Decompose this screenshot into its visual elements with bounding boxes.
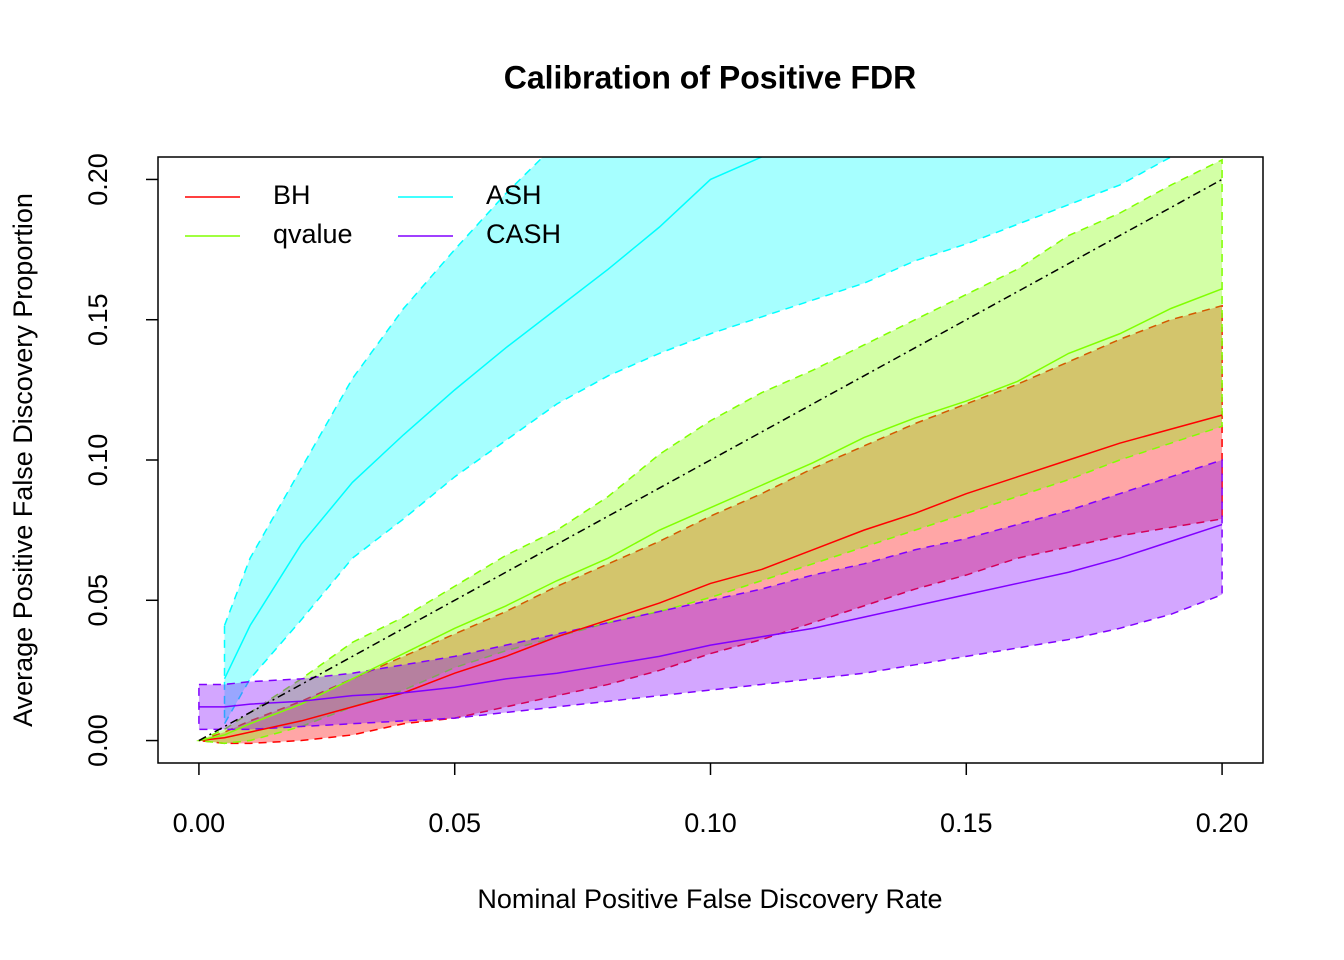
mean-line xyxy=(223,157,763,680)
y-axis-title: Average Positive False Discovery Proport… xyxy=(8,193,38,727)
x-tick-label: 0.20 xyxy=(1196,808,1249,838)
reference-line xyxy=(198,178,1223,742)
y-tick-label: 0.10 xyxy=(83,434,113,487)
legend-label: CASH xyxy=(486,219,561,249)
plot-area xyxy=(196,157,1223,745)
x-tick-label: 0.05 xyxy=(428,808,481,838)
band xyxy=(223,157,1174,727)
legend-label: ASH xyxy=(486,180,542,210)
y-tick-label: 0.05 xyxy=(83,574,113,627)
y-tick-label: 0.15 xyxy=(83,293,113,346)
band xyxy=(196,158,1223,745)
x-tick-label: 0.00 xyxy=(173,808,226,838)
band xyxy=(198,458,1223,731)
legend-label: qvalue xyxy=(273,219,353,249)
mean-line xyxy=(198,523,1223,708)
y-tick-label: 0.20 xyxy=(83,153,113,206)
chart-title: Calibration of Positive FDR xyxy=(504,59,916,95)
legend-label: BH xyxy=(273,180,311,210)
x-axis-title: Nominal Positive False Discovery Rate xyxy=(477,884,942,914)
x-tick-label: 0.10 xyxy=(684,808,737,838)
y-tick-label: 0.00 xyxy=(83,714,113,767)
mean-line xyxy=(198,414,1223,742)
mean-line xyxy=(198,288,1223,742)
x-tick-label: 0.15 xyxy=(940,808,993,838)
